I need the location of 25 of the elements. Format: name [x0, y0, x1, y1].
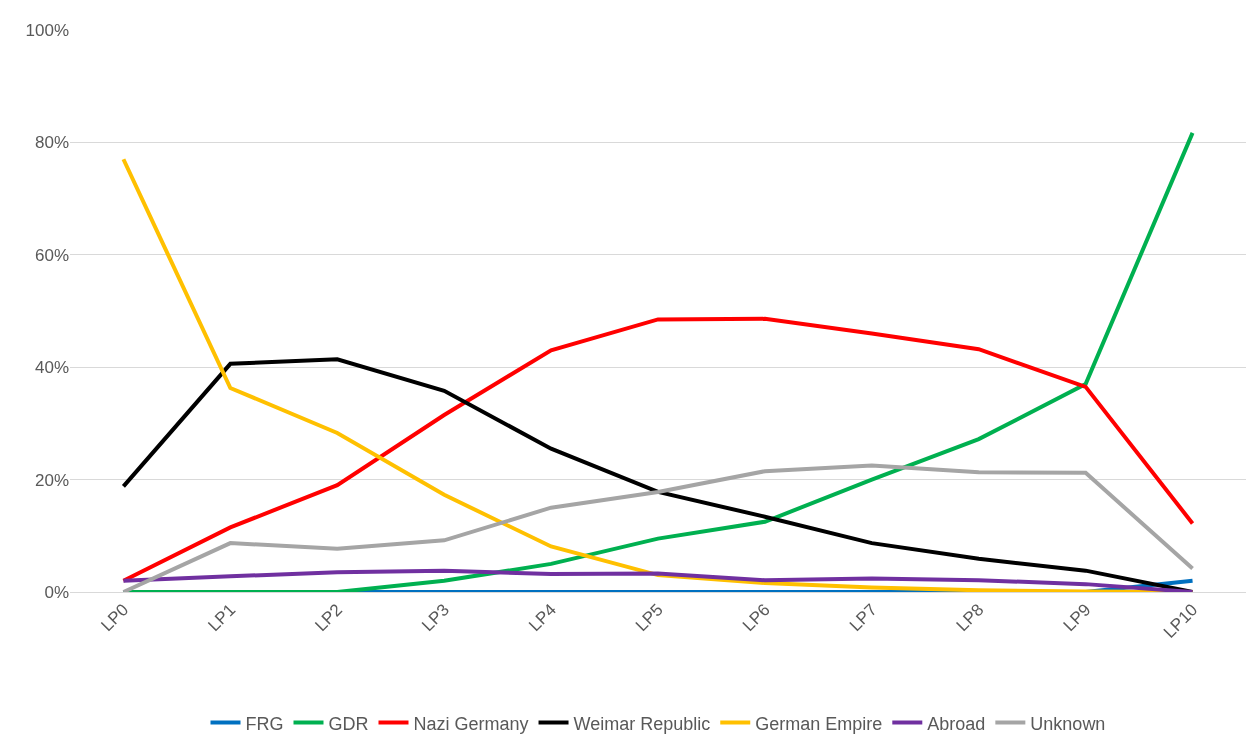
- legend-label: Abroad: [927, 713, 986, 734]
- legend-label: FRG: [245, 713, 284, 734]
- x-tick-label: LP4: [525, 600, 560, 636]
- legend-label: GDR: [328, 713, 369, 734]
- y-tick-label: 100%: [25, 20, 69, 40]
- x-tick-label: LP9: [1059, 600, 1095, 636]
- x-tick-label: LP3: [418, 600, 454, 636]
- x-tick-label: LP0: [97, 600, 133, 636]
- y-tick-label: 0%: [44, 582, 69, 602]
- y-tick-label: 60%: [34, 245, 69, 265]
- legend-label: Nazi Germany: [413, 713, 529, 734]
- y-tick-label: 80%: [34, 133, 69, 153]
- line-series: [121, 568, 1195, 592]
- x-tick-label: LP7: [845, 600, 881, 636]
- y-tick-label: 20%: [34, 470, 69, 490]
- x-tick-label: LP1: [204, 600, 240, 636]
- x-tick-label: LP5: [632, 600, 667, 636]
- line-series: [121, 463, 1195, 592]
- x-tick-label: LP6: [738, 600, 774, 636]
- legend-label: Unknown: [1030, 713, 1106, 734]
- legend-label: Weimar Republic: [573, 713, 711, 734]
- legend-label: German Empire: [755, 713, 883, 734]
- x-tick-label: LP8: [952, 600, 988, 636]
- y-tick-label: 40%: [34, 358, 69, 378]
- x-tick-label: LP2: [311, 600, 347, 636]
